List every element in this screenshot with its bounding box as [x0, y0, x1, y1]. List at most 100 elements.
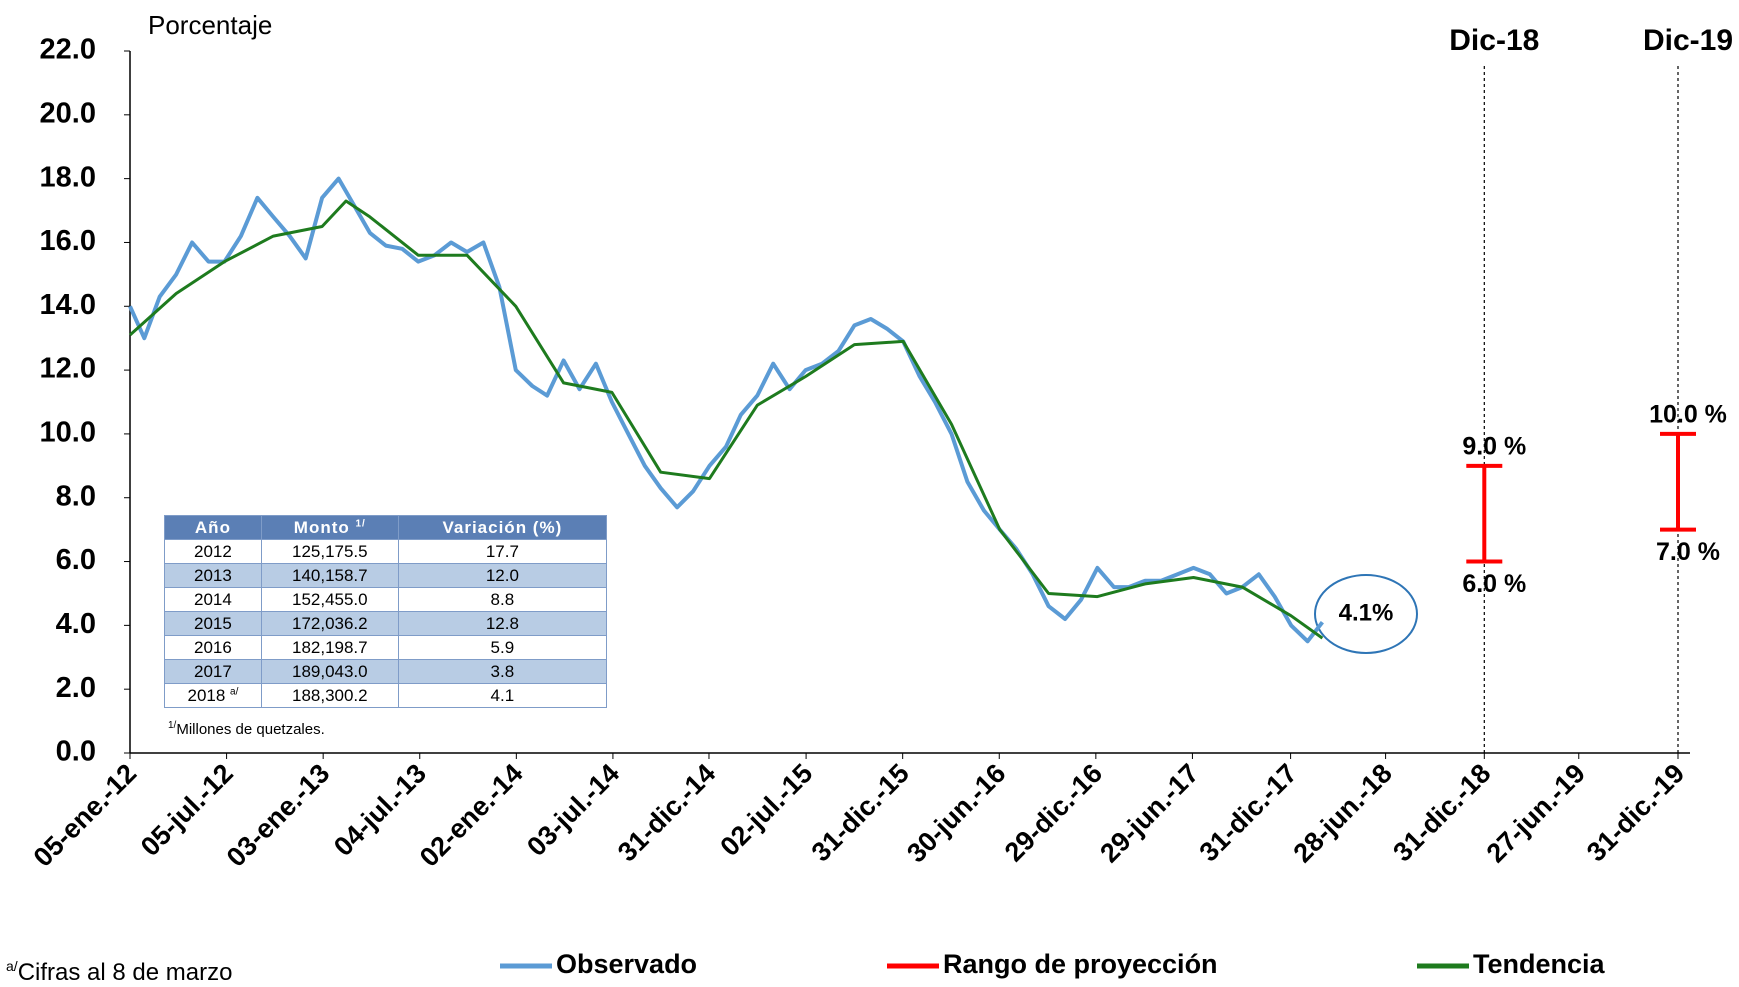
cell-text: 3.8	[490, 661, 515, 681]
cell-text: Variación (%)	[442, 517, 563, 537]
y-tick-label: 2.0	[56, 672, 96, 704]
table-cell: 2013	[164, 563, 262, 588]
table-cell: 2014	[164, 587, 262, 612]
cell-sup: a/	[230, 685, 239, 697]
table-cell: 17.7	[397, 539, 608, 564]
table-cell: 172,036.2	[260, 611, 399, 636]
table-cell: 2015	[164, 611, 262, 636]
cell-text: 2018	[187, 685, 226, 705]
x-tick-label: 03-jul.-14	[521, 758, 625, 862]
annotation: 4.1%	[1339, 599, 1394, 626]
table-cell: 2016	[164, 635, 262, 660]
cell-text: Monto	[293, 517, 350, 537]
x-tick-label: 31-dic.-18	[1387, 758, 1496, 867]
table-row: 2012 125,175.5 17.7	[164, 539, 608, 564]
x-tick-label: 02-ene.-14	[414, 758, 529, 873]
y-tick-label: 4.0	[56, 608, 96, 640]
header-row: Año Monto 1/Variación (%)	[164, 515, 608, 540]
x-tick-label: 04-jul.-13	[328, 758, 432, 862]
annotation-ellipse	[1314, 574, 1418, 654]
cell-text: 140,158.7	[291, 565, 368, 585]
projection-header: Dic-18	[1449, 24, 1539, 57]
cell-text: 125,175.5	[291, 541, 368, 561]
table-cell: 12.0	[397, 563, 608, 588]
y-tick-label: 14.0	[40, 289, 96, 321]
table-cell: 2012	[164, 539, 262, 564]
table-row: 2017 189,043.0 3.8	[164, 659, 608, 684]
cell-text: 2013	[194, 565, 232, 585]
x-tick-label: 02-jul.-15	[714, 758, 818, 862]
table-header: Monto 1/	[260, 515, 399, 540]
table-cell: 4.1	[397, 683, 608, 708]
cell-text: 12.8	[485, 613, 519, 633]
cell-text: 5.9	[490, 637, 515, 657]
cell-text: 17.7	[485, 541, 519, 561]
table-cell: 189,043.0	[260, 659, 399, 684]
x-tick-label: 31-dic.-17	[1194, 758, 1303, 867]
cell-text: 2016	[194, 637, 232, 657]
cell-sup: 1/	[355, 517, 366, 529]
table-cell: 3.8	[397, 659, 608, 684]
table-row: 2016 182,198.7 5.9	[164, 635, 608, 660]
y-tick-label: 16.0	[40, 225, 96, 257]
x-tick-label: 31-dic.-19	[1581, 758, 1690, 867]
table-cell: 2018 a/	[164, 683, 262, 708]
y-tick-label: 6.0	[56, 544, 96, 576]
y-tick-label: 20.0	[40, 97, 96, 129]
table-row: 2018 a/188,300.2 4.1	[164, 683, 608, 708]
cell-text: Año	[194, 517, 231, 537]
table-cell: 8.8	[397, 587, 608, 612]
table-row: 2013 140,158.7 12.0	[164, 563, 608, 588]
x-tick-label: 31-dic.-15	[806, 758, 915, 867]
legend-label: Rango de proyección	[943, 949, 1218, 979]
x-tick-label: 31-dic.-14	[612, 758, 721, 867]
x-tick-label: 29-jun.-17	[1094, 758, 1204, 868]
y-tick-label: 10.0	[40, 417, 96, 449]
cell-text: 2017	[194, 661, 232, 681]
table-cell: 188,300.2	[260, 683, 399, 708]
projection-header: Dic-19	[1643, 24, 1733, 57]
cell-text: 4.1	[490, 685, 515, 705]
series-line	[128, 199, 1324, 640]
legend-label: Observado	[556, 949, 697, 979]
table-row: 2014 152,455.0 8.8	[164, 587, 608, 612]
footnote-text: Cifras al 8 de marzo	[17, 959, 233, 986]
data-table: Año Monto 1/Variación (%) 2012 125,175.5 17.…	[164, 515, 608, 708]
cell-text: 12.0	[485, 565, 519, 585]
x-tick-label: 29-dic.-16	[999, 758, 1108, 867]
legend-label: Tendencia	[1473, 949, 1606, 979]
y-tick-label: 0.0	[56, 736, 96, 768]
y-tick-label: 12.0	[40, 353, 96, 385]
table-cell: 152,455.0	[260, 587, 399, 612]
footnote-sup: a/	[6, 958, 18, 974]
range-label-low: 6.0 %	[1462, 570, 1526, 598]
cell-text: 2012	[194, 541, 232, 561]
x-tick-label: 27-jun.-19	[1481, 758, 1591, 868]
table-cell: 125,175.5	[260, 539, 399, 564]
y-tick-label: 22.0	[40, 34, 96, 66]
table-note-text: Millones de quetzales.	[176, 721, 325, 738]
cell-text: 152,455.0	[291, 589, 368, 609]
cell-text: 8.8	[490, 589, 515, 609]
table-cell: 182,198.7	[260, 635, 399, 660]
x-tick-label: 03-ene.-13	[221, 758, 336, 873]
x-tick-label: 28-jun.-18	[1287, 758, 1397, 868]
x-tick-label: 05-jul.-12	[135, 758, 239, 862]
range-label-high: 10.0 %	[1649, 401, 1727, 429]
x-tick-label: 30-jun.-16	[901, 758, 1011, 868]
cell-text: 172,036.2	[291, 613, 368, 633]
y-tick-label: 18.0	[40, 161, 96, 193]
range-label-low: 7.0 %	[1656, 538, 1720, 566]
table-row: 2015 172,036.2 12.8	[164, 611, 608, 636]
range-label-high: 9.0 %	[1462, 432, 1526, 460]
table-note: 1/Millones de quetzales.	[168, 720, 325, 738]
table-cell: 5.9	[397, 635, 608, 660]
cell-text: 189,043.0	[291, 661, 368, 681]
cell-text: 2014	[194, 589, 232, 609]
table-header: Variación (%)	[397, 515, 608, 540]
y-tick-label: 8.0	[56, 480, 96, 512]
table-note-sup: 1/	[168, 720, 177, 731]
y-axis-label: Porcentaje	[148, 10, 272, 40]
